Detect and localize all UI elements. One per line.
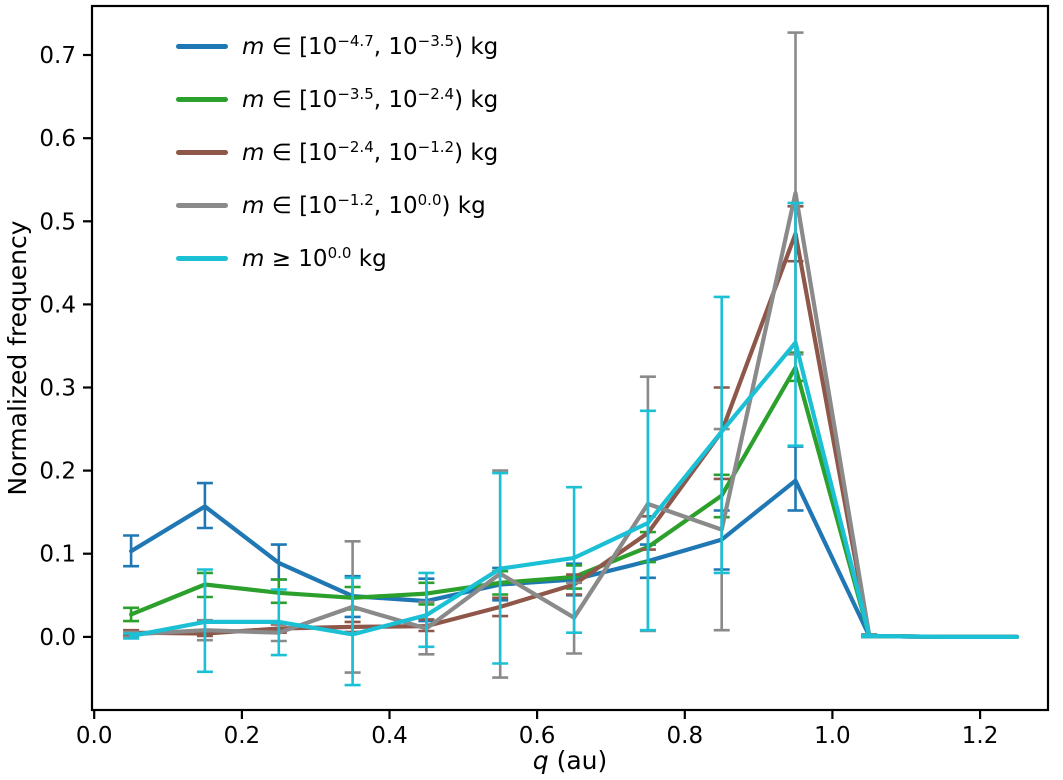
series-blue [123,445,1020,640]
lg-frag: ) kg [454,139,499,166]
lg-frag: −1.2 [417,137,455,156]
y-tick-label: 0.5 [39,209,76,235]
legend-item-cyan: m ≥ 100.0 kg [176,232,498,285]
legend-label-brown: m ∈ [10−2.4, 10−1.2) kg [242,137,499,166]
y-axis-label: Normalized frequency [3,220,32,495]
x-tick-label: 1.2 [962,723,999,749]
x-axis-label: q (au) [533,746,608,775]
lg-frag: ∈ [10 [264,192,338,219]
lg-frag: 0.0 [417,190,442,209]
plot-frame [90,4,1050,712]
y-tick-label: 0.6 [39,126,76,152]
lg-frag: m [242,86,265,113]
x-tick-label: 0.6 [519,723,556,749]
y-tick-label: 0.4 [39,292,76,318]
legend-swatch-gray [176,203,228,208]
lg-frag: ≥ 10 [264,245,328,272]
lg-frag: m [242,192,265,219]
y-tick-label: 0.3 [39,376,76,402]
y-tick-label: 0.1 [39,542,76,568]
lg-frag: −2.4 [337,137,374,156]
lg-frag: m [242,245,265,272]
legend-item-green: m ∈ [10−3.5, 10−2.4) kg [176,73,498,126]
legend-swatch-brown [176,150,228,155]
lg-frag: , 10 [373,192,418,219]
legend-label-green: m ∈ [10−3.5, 10−2.4) kg [242,84,499,113]
legend-swatch-green [176,97,228,102]
lg-frag: −3.5 [337,84,374,103]
legend-item-brown: m ∈ [10−2.4, 10−1.2) kg [176,126,498,179]
legend-swatch-blue [176,44,228,49]
legend-label-gray: m ∈ [10−1.2, 100.0) kg [242,190,486,219]
series-line [129,340,1020,640]
legend-swatch-cyan [176,256,228,261]
legend-item-blue: m ∈ [10−4.7, 10−3.5) kg [176,20,498,73]
lg-frag: m [242,139,265,166]
lg-frag: ∈ [10 [264,33,338,60]
lg-frag: −3.5 [417,31,455,50]
lg-frag: −2.4 [417,84,455,103]
lg-frag: kg [351,245,387,272]
y-tick-label: 0.7 [39,43,76,69]
y-tick-label: 0.2 [39,459,76,485]
lg-frag: −4.7 [337,31,374,50]
legend-label-cyan: m ≥ 100.0 kg [242,243,387,272]
lg-frag: −1.2 [337,190,374,209]
legend: m ∈ [10−4.7, 10−3.5) kg m ∈ [10−3.5, 10−… [176,20,498,285]
legend-label-blue: m ∈ [10−4.7, 10−3.5) kg [242,31,499,60]
lg-frag: 0.0 [327,243,352,262]
series-cyan [123,201,1020,687]
lg-frag: m [242,33,265,60]
lg-frag: ) kg [454,33,499,60]
legend-item-gray: m ∈ [10−1.2, 100.0) kg [176,179,498,232]
lg-frag: , 10 [373,139,418,166]
y-tick-label: 0.0 [39,625,76,651]
x-tick-label: 0.2 [224,723,261,749]
lg-frag: ) kg [441,192,486,219]
lg-frag: ) kg [454,86,499,113]
lg-frag: , 10 [373,33,418,60]
lg-frag: ∈ [10 [264,86,338,113]
x-tick-label: 1.0 [814,723,851,749]
x-tick-label: 0.4 [371,723,408,749]
lg-frag: ∈ [10 [264,139,338,166]
x-tick-label: 0.0 [76,723,113,749]
x-tick-label: 0.8 [667,723,704,749]
lg-frag: , 10 [373,86,418,113]
